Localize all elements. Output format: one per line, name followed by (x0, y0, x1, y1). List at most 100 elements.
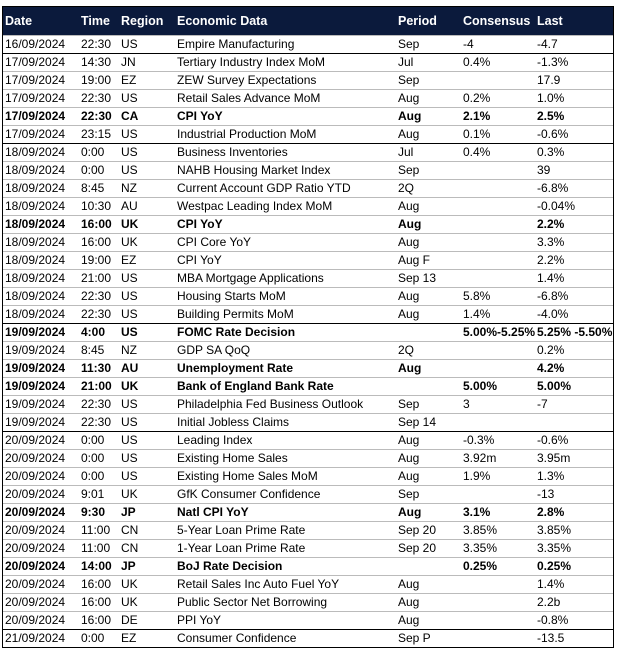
last-cell: -0.6% (537, 127, 569, 141)
header-cell: Date (5, 14, 33, 28)
indicator-cell: Existing Home Sales MoM (177, 469, 318, 483)
consensus-cell: 0.4% (463, 145, 491, 159)
indicator-cell: MBA Mortgage Applications (177, 271, 324, 285)
date-cell: 20/09/2024 (5, 451, 66, 465)
region-cell: US (121, 37, 138, 51)
time-cell: 0:00 (81, 469, 105, 483)
header-cell: Economic Data (177, 14, 268, 28)
period-cell: Aug (398, 127, 420, 141)
indicator-cell: Initial Jobless Claims (177, 415, 290, 429)
table-row: 18/09/2024 22:30 US Housing Starts MoM Aug 5.… (3, 287, 613, 305)
consensus-cell: 1.9% (463, 469, 491, 483)
last-cell: 3.3% (537, 235, 565, 249)
date-cell: 20/09/2024 (5, 505, 66, 519)
date-cell: 19/09/2024 (5, 397, 66, 411)
period-cell: Sep (398, 37, 420, 51)
time-cell: 11:00 (81, 541, 111, 555)
time-cell: 11:30 (81, 361, 112, 375)
time-cell: 14:30 (81, 55, 112, 69)
region-cell: UK (121, 235, 138, 249)
region-cell: US (121, 127, 138, 141)
period-cell: Aug (398, 109, 422, 123)
date-cell: 18/09/2024 (5, 217, 66, 231)
time-cell: 21:00 (81, 379, 112, 393)
table-row: 20/09/2024 9:30 JP Natl CPI YoY Aug 3.1% 2.8% (3, 503, 613, 521)
time-cell: 16:00 (81, 217, 112, 231)
indicator-cell: Retail Sales Inc Auto Fuel YoY (177, 577, 340, 591)
period-cell: Aug (398, 307, 420, 321)
indicator-cell: Tertiary Industry Index MoM (177, 55, 326, 69)
region-cell: US (121, 325, 138, 339)
date-cell: 18/09/2024 (5, 289, 66, 303)
table-row: 18/09/2024 21:00 US MBA Mortgage Applicatio… (3, 269, 613, 287)
period-cell: Aug (398, 433, 420, 447)
table-row: 18/09/2024 10:30 AU Westpac Leading Index M… (3, 197, 613, 215)
last-cell: -0.8% (537, 613, 569, 627)
time-cell: 10:30 (81, 199, 112, 213)
table-row: 20/09/2024 9:01 UK GfK Consumer Confidence S… (3, 485, 613, 503)
time-cell: 0:00 (81, 433, 105, 447)
region-cell: JP (121, 505, 136, 519)
last-cell: 2.2% (537, 217, 565, 231)
last-cell: -0.04% (537, 199, 576, 213)
date-cell: 17/09/2024 (5, 55, 66, 69)
table-row: 20/09/2024 16:00 DE PPI YoY Aug -0.8% (3, 611, 613, 629)
date-cell: 20/09/2024 (5, 469, 66, 483)
region-cell: US (121, 271, 138, 285)
consensus-cell: 3.85% (463, 523, 498, 537)
period-cell: Sep 20 (398, 523, 437, 537)
last-cell: -1.3% (537, 55, 569, 69)
date-cell: 18/09/2024 (5, 199, 66, 213)
period-cell: Aug (398, 199, 420, 213)
time-cell: 19:00 (81, 253, 112, 267)
last-cell: 1.3% (537, 469, 565, 483)
table-row: 20/09/2024 11:00 CN 5-Year Loan Prime Rate S… (3, 521, 613, 539)
region-cell: JP (121, 559, 136, 573)
last-cell: 3.85% (537, 523, 572, 537)
time-cell: 23:15 (81, 127, 112, 141)
period-cell: Sep 13 (398, 271, 437, 285)
last-cell: 2.8% (537, 505, 565, 519)
indicator-cell: PPI YoY (177, 613, 222, 627)
consensus-cell: 0.25% (463, 559, 498, 573)
period-cell: Sep 14 (398, 415, 437, 429)
indicator-cell: BoJ Rate Decision (177, 559, 283, 573)
date-cell: 20/09/2024 (5, 523, 66, 537)
table-row: 18/09/2024 8:45 NZ Current Account GDP Rati… (3, 179, 613, 197)
consensus-cell: 5.8% (463, 289, 491, 303)
date-cell: 18/09/2024 (5, 163, 66, 177)
region-cell: US (121, 307, 138, 321)
period-cell: Sep (398, 73, 420, 87)
indicator-cell: Retail Sales Advance MoM (177, 91, 321, 105)
region-cell: US (121, 451, 138, 465)
table-row: 20/09/2024 0:00 US Existing Home Sales Aug 3.… (3, 449, 613, 467)
region-cell: DE (121, 613, 138, 627)
table-row: 19/09/2024 4:00 US FOMC Rate Decision 5.00%-… (3, 323, 613, 341)
date-cell: 19/09/2024 (5, 415, 66, 429)
region-cell: US (121, 397, 138, 411)
time-cell: 22:30 (81, 37, 112, 51)
region-cell: US (121, 163, 138, 177)
time-cell: 22:30 (81, 415, 112, 429)
table-row: 17/09/2024 19:00 EZ ZEW Survey Expectations… (3, 71, 613, 89)
last-cell: 4.2% (537, 361, 565, 375)
last-cell: 2.2b (537, 595, 561, 609)
indicator-cell: 1-Year Loan Prime Rate (177, 541, 306, 555)
indicator-cell: FOMC Rate Decision (177, 325, 296, 339)
last-cell: -6.8% (537, 181, 569, 195)
region-cell: NZ (121, 343, 137, 357)
indicator-cell: Philadelphia Fed Business Outlook (177, 397, 364, 411)
region-cell: UK (121, 577, 138, 591)
date-cell: 18/09/2024 (5, 181, 66, 195)
date-cell: 20/09/2024 (5, 595, 66, 609)
time-cell: 0:00 (81, 631, 105, 645)
region-cell: CA (121, 109, 139, 123)
time-cell: 0:00 (81, 451, 105, 465)
date-cell: 20/09/2024 (5, 433, 66, 447)
consensus-cell: 3.92m (463, 451, 497, 465)
indicator-cell: ZEW Survey Expectations (177, 73, 317, 87)
last-cell: -7 (537, 397, 548, 411)
table-row: 20/09/2024 0:00 US Leading Index Aug -0.3% -0.… (3, 431, 613, 449)
last-cell: -4.7 (537, 37, 558, 51)
